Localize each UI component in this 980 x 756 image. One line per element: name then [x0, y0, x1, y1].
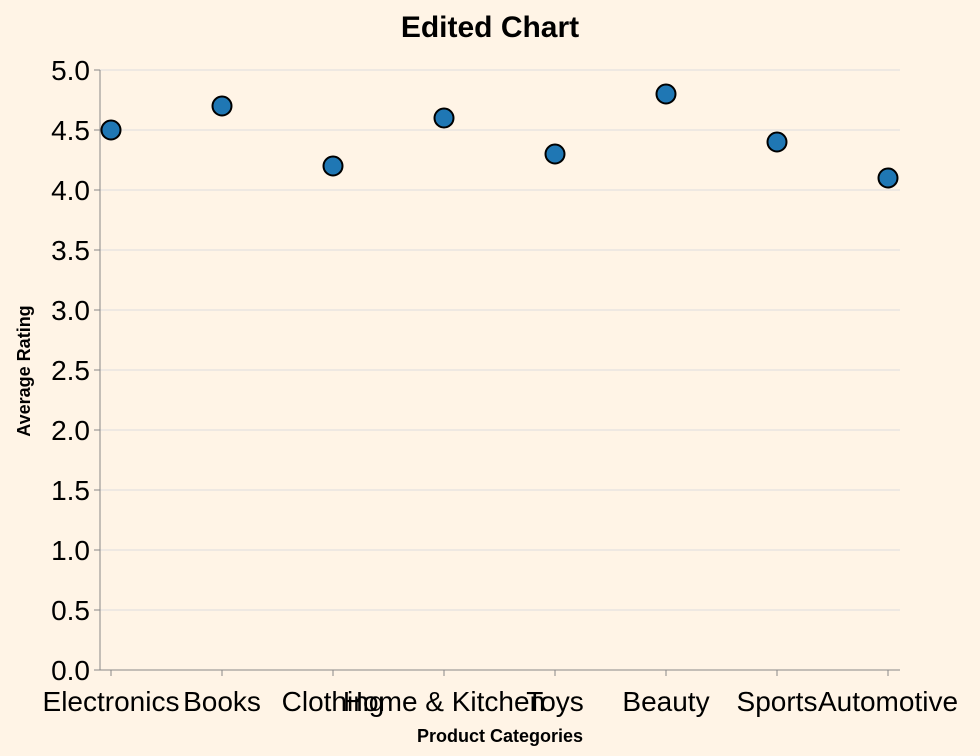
y-tick-label: 3.5: [51, 235, 90, 266]
x-tick-label: Sports: [737, 686, 818, 717]
x-tick-label: Automotive: [818, 686, 958, 717]
data-point[interactable]: [433, 107, 455, 129]
axes: 0.0 0.5 1.0 1.5 2.0 2.5 3.0 3.5 4.0 4.5 5.0 Electro…: [43, 55, 959, 717]
data-point[interactable]: [100, 119, 122, 141]
y-tick-label: 2.5: [51, 355, 90, 386]
x-tick-label: Clothing: [282, 686, 385, 717]
data-point[interactable]: [322, 155, 344, 177]
x-axis-title: Product Categories: [417, 726, 583, 746]
chart-title: Edited Chart: [401, 11, 579, 44]
data-point[interactable]: [544, 143, 566, 165]
x-tick-label: Beauty: [622, 686, 709, 717]
data-point[interactable]: [211, 95, 233, 117]
y-tick-label: 2.0: [51, 415, 90, 446]
data-point[interactable]: [766, 131, 788, 153]
y-tick-label: 4.0: [51, 175, 90, 206]
data-point[interactable]: [655, 83, 677, 105]
y-tick-label: 4.5: [51, 115, 90, 146]
y-tick-label: 1.5: [51, 475, 90, 506]
x-tick-label: Electronics: [43, 686, 180, 717]
y-tick-label: 0.5: [51, 595, 90, 626]
x-tick-label: Home & Kitchen: [343, 686, 545, 717]
y-tick-label: 1.0: [51, 535, 90, 566]
y-tick-label: 3.0: [51, 295, 90, 326]
y-tick-label: 5.0: [51, 55, 90, 86]
data-point[interactable]: [877, 167, 899, 189]
x-tick-label: Books: [183, 686, 261, 717]
x-tick-label: Toys: [526, 686, 584, 717]
gridlines: [100, 69, 900, 671]
y-axis-title: Average Rating: [14, 305, 34, 436]
data-points: [100, 83, 899, 189]
y-tick-label: 0.0: [51, 655, 90, 686]
